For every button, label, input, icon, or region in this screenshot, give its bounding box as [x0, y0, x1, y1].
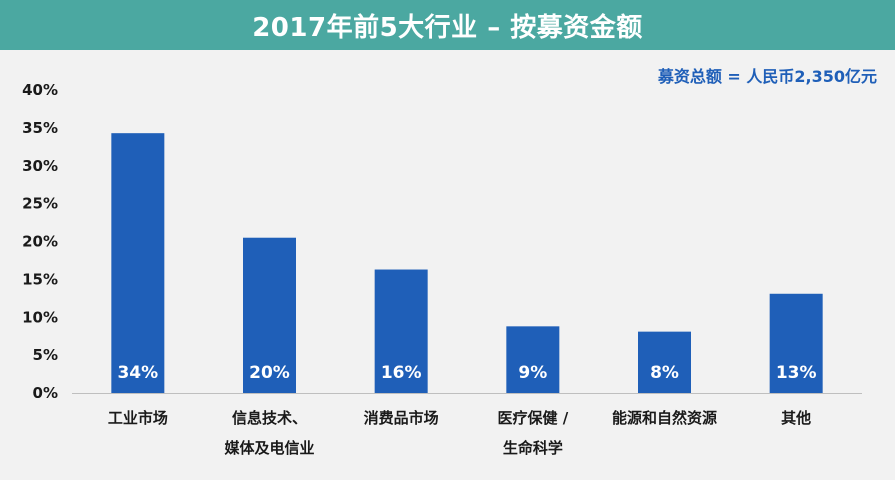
y-tick-label: 20% [22, 233, 58, 251]
x-category-label: 能源和自然资源 [595, 403, 735, 433]
bar [506, 326, 560, 393]
x-category-label-line: 生命科学 [502, 439, 563, 457]
bar [374, 269, 428, 393]
x-category-label-line: 信息技术、 [231, 409, 307, 427]
title-bar: 2017年前5大行业 – 按募资金额 [0, 0, 895, 50]
bar-data-label: 20% [249, 363, 290, 383]
y-tick-label: 25% [22, 195, 58, 213]
bar-data-label: 8% [650, 363, 679, 383]
x-category-label: 工业市场 [68, 403, 208, 433]
y-tick-label: 5% [33, 346, 58, 364]
y-tick-label: 35% [22, 119, 58, 137]
x-category-label: 医疗保健 / 生命科学 [463, 403, 603, 463]
x-category-label: 消费品市场 [331, 403, 471, 433]
x-category-label-line: 媒体及电信业 [224, 439, 315, 457]
chart-title: 2017年前5大行业 – 按募资金额 [252, 12, 643, 43]
bar [243, 237, 296, 393]
bar [769, 293, 823, 393]
y-tick-label: 15% [22, 270, 58, 288]
total-funding-note: 募资总额 = 人民币2,350亿元 [657, 67, 877, 86]
y-tick-label: 30% [22, 157, 58, 175]
x-category-label: 信息技术、媒体及电信业 [200, 403, 340, 463]
bar-data-label: 13% [776, 363, 817, 383]
bar-data-label: 16% [381, 363, 422, 383]
bar [638, 331, 691, 393]
x-category-label-line: 工业市场 [107, 409, 168, 427]
bar-data-label: 34% [117, 363, 158, 383]
y-tick-label: 40% [22, 81, 58, 99]
x-category-label-line: 能源和自然资源 [611, 409, 717, 427]
y-tick-label: 0% [33, 384, 58, 402]
bar [111, 133, 165, 394]
bar-data-label: 9% [518, 363, 547, 383]
x-category-label: 其他 [726, 403, 866, 433]
x-category-label-line: 医疗保健 / [497, 409, 569, 427]
y-tick-label: 10% [22, 308, 58, 326]
x-category-label-line: 其他 [781, 409, 812, 427]
x-category-label-line: 消费品市场 [363, 409, 439, 427]
